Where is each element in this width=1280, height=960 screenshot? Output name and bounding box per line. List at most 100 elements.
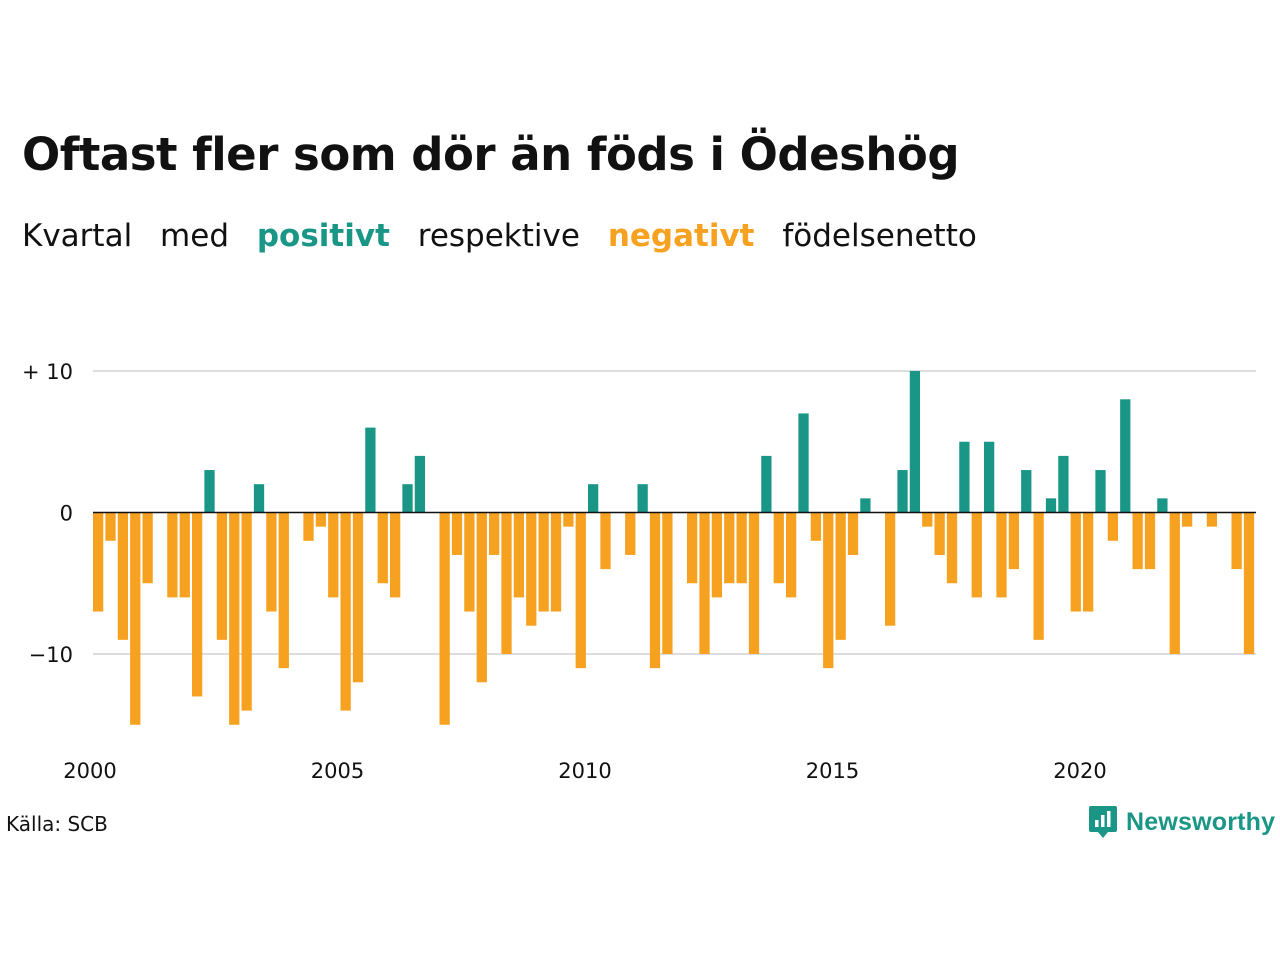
x-tick-label-0: 2000 xyxy=(63,759,116,783)
bar-6 xyxy=(167,512,178,598)
bar-25 xyxy=(402,484,413,513)
bar-35 xyxy=(526,512,537,626)
bar-87 xyxy=(1169,512,1180,654)
bar-17 xyxy=(303,512,314,541)
bar-56 xyxy=(786,512,797,598)
bar-8 xyxy=(192,512,203,697)
bar-52 xyxy=(736,512,747,584)
bar-3 xyxy=(130,512,141,725)
bar-65 xyxy=(897,470,908,513)
bar-45 xyxy=(649,512,661,669)
x-tick-label-1: 2005 xyxy=(311,759,364,783)
bar-61 xyxy=(847,512,859,555)
bar-44 xyxy=(637,484,648,513)
bar-38 xyxy=(563,512,574,527)
bar-21 xyxy=(352,512,364,683)
x-tick-label-3: 2015 xyxy=(806,759,859,783)
bar-64 xyxy=(885,512,896,626)
bar-84 xyxy=(1132,512,1143,570)
bar-2 xyxy=(117,512,129,640)
bar-51 xyxy=(724,512,735,584)
bar-88 xyxy=(1182,512,1193,527)
bar-58 xyxy=(810,512,822,541)
bar-93 xyxy=(1243,512,1255,654)
newsworthy-logo: Newsworthy xyxy=(1088,804,1275,840)
bar-chart: + 10 0 −10 2000 2005 2010 2015 2020 xyxy=(22,360,1256,783)
bar-67 xyxy=(922,512,933,527)
subtitle-negative-label: negativt xyxy=(607,218,755,254)
bar-20 xyxy=(340,512,351,711)
y-tick-label-2: −10 xyxy=(29,643,73,667)
bar-80 xyxy=(1083,512,1094,612)
bar-24 xyxy=(390,512,401,598)
bar-69 xyxy=(946,512,958,584)
subtitle-word-fodelsenetto: födelsenetto xyxy=(782,218,977,254)
bar-34 xyxy=(513,512,525,598)
bar-75 xyxy=(1021,470,1032,513)
bar-82 xyxy=(1107,512,1119,541)
bar-37 xyxy=(550,512,562,612)
x-tick-label-2: 2010 xyxy=(558,759,611,783)
bar-83 xyxy=(1120,399,1131,513)
bar-50 xyxy=(711,512,723,598)
bar-62 xyxy=(860,498,871,513)
bar-43 xyxy=(625,512,636,555)
bar-40 xyxy=(588,484,599,513)
bar-19 xyxy=(328,512,339,598)
bar-66 xyxy=(909,371,921,513)
bar-15 xyxy=(278,512,289,669)
bar-39 xyxy=(575,512,586,669)
bar-31 xyxy=(476,512,487,683)
bar-79 xyxy=(1070,512,1081,612)
bar-28 xyxy=(439,512,450,725)
subtitle-word-respektive: respektive xyxy=(417,218,580,254)
bar-78 xyxy=(1058,455,1069,513)
bar-11 xyxy=(229,512,240,725)
bar-92 xyxy=(1231,512,1242,570)
bar-4 xyxy=(142,512,153,584)
subtitle-positive-label: positivt xyxy=(256,218,390,254)
bar-9 xyxy=(204,470,215,513)
bar-10 xyxy=(216,512,228,640)
x-tick-label-4: 2020 xyxy=(1053,759,1106,783)
bar-33 xyxy=(501,512,512,654)
y-tick-label-0: + 10 xyxy=(22,360,73,384)
bar-41 xyxy=(600,512,611,570)
bar-55 xyxy=(773,512,784,584)
bar-70 xyxy=(959,441,970,513)
bar-48 xyxy=(687,512,698,584)
bar-14 xyxy=(266,512,277,612)
bar-53 xyxy=(748,512,760,654)
chart-title: Oftast fler som dör än föds i Ödeshög xyxy=(22,128,960,181)
bar-0 xyxy=(93,512,104,612)
bar-49 xyxy=(699,512,710,654)
bar-60 xyxy=(835,512,846,640)
bar-12 xyxy=(241,512,252,711)
bar-23 xyxy=(377,512,388,584)
y-tick-label-1: 0 xyxy=(60,502,73,526)
bar-76 xyxy=(1033,512,1044,640)
bar-18 xyxy=(315,512,327,527)
bar-46 xyxy=(662,512,673,654)
subtitle-word-med: med xyxy=(160,218,229,254)
subtitle-word-kvartal: Kvartal xyxy=(22,218,133,254)
bar-86 xyxy=(1157,498,1168,513)
newsworthy-logo-text: Newsworthy xyxy=(1126,807,1276,836)
bar-7 xyxy=(179,512,190,598)
bar-22 xyxy=(365,427,376,513)
bar-71 xyxy=(971,512,982,598)
bar-54 xyxy=(761,455,772,513)
bar-72 xyxy=(984,441,995,513)
bar-30 xyxy=(464,512,475,612)
bar-1 xyxy=(105,512,116,541)
bar-73 xyxy=(996,512,1007,598)
bar-85 xyxy=(1144,512,1156,570)
bar-32 xyxy=(489,512,500,555)
bar-74 xyxy=(1008,512,1020,570)
bar-36 xyxy=(538,512,549,612)
bar-77 xyxy=(1045,498,1057,513)
bar-26 xyxy=(414,455,426,513)
bar-57 xyxy=(798,413,809,513)
bar-81 xyxy=(1095,470,1106,513)
bar-13 xyxy=(253,484,265,513)
